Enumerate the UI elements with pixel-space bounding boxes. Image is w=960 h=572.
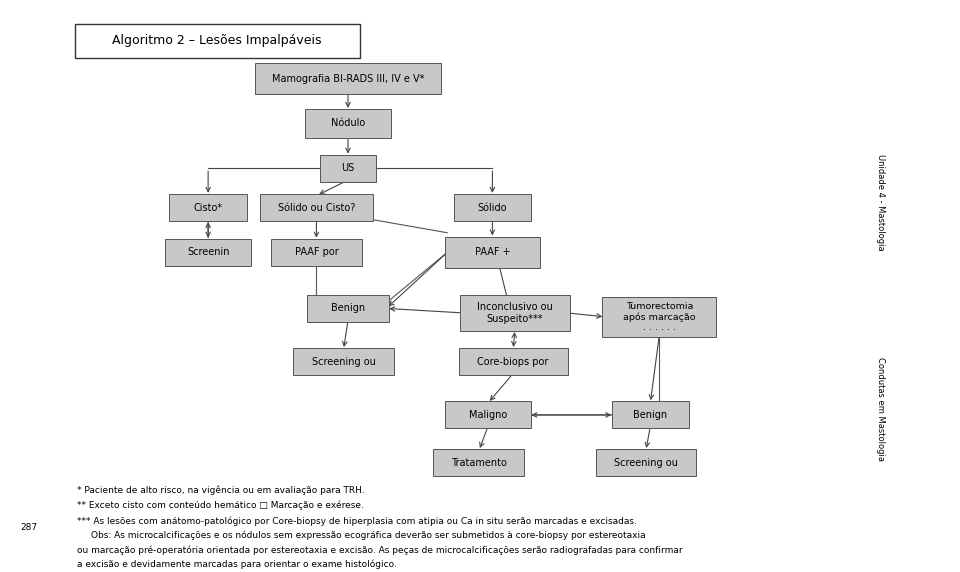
Text: *** As lesões com anátomo-patológico por Core-biopsy de hiperplasia com atipia o: *** As lesões com anátomo-patológico por… [77, 517, 637, 526]
FancyBboxPatch shape [259, 194, 373, 221]
Text: Obs: As microcalcificações e os nódulos sem expressão ecográfica deverão ser sub: Obs: As microcalcificações e os nódulos … [91, 531, 645, 541]
Text: Benign: Benign [331, 303, 365, 313]
FancyBboxPatch shape [444, 402, 531, 428]
Text: Nódulo: Nódulo [331, 118, 365, 129]
FancyBboxPatch shape [461, 295, 569, 331]
Text: Unidade 4 - Mastologia: Unidade 4 - Mastologia [876, 154, 885, 250]
FancyBboxPatch shape [165, 239, 252, 266]
Text: a excisão e devidamente marcadas para orientar o exame histológico.: a excisão e devidamente marcadas para or… [77, 559, 397, 569]
FancyBboxPatch shape [307, 295, 389, 322]
Text: ou marcação pré-operatória orientada por estereotaxia e excisão. As peças de mic: ou marcação pré-operatória orientada por… [77, 546, 683, 555]
FancyBboxPatch shape [304, 109, 392, 138]
FancyBboxPatch shape [612, 402, 689, 428]
Text: Screening ou: Screening ou [312, 357, 375, 367]
Text: Inconclusivo ou
Suspeito***: Inconclusivo ou Suspeito*** [477, 302, 553, 324]
Text: Screening ou: Screening ou [613, 458, 678, 467]
Text: US: US [342, 163, 354, 173]
FancyBboxPatch shape [255, 63, 441, 94]
Text: Tumorectomia
após marcação
. . . . . .: Tumorectomia após marcação . . . . . . [623, 301, 696, 332]
FancyBboxPatch shape [444, 237, 540, 268]
Text: Core-biops por: Core-biops por [477, 357, 549, 367]
FancyBboxPatch shape [321, 155, 375, 182]
FancyBboxPatch shape [459, 348, 567, 375]
Text: Screenin: Screenin [187, 247, 229, 257]
FancyBboxPatch shape [271, 239, 362, 266]
Text: PAAF +: PAAF + [474, 247, 510, 257]
Text: ** Exceto cisto com conteúdo hemático □ Marcação e exérese.: ** Exceto cisto com conteúdo hemático □ … [77, 500, 364, 510]
Text: PAAF por: PAAF por [295, 247, 338, 257]
Text: Sólido: Sólido [478, 202, 507, 213]
FancyBboxPatch shape [75, 23, 360, 58]
FancyBboxPatch shape [169, 194, 247, 221]
Text: 287: 287 [20, 523, 37, 531]
FancyBboxPatch shape [294, 348, 394, 375]
Text: Mamografia BI-RADS III, IV e V*: Mamografia BI-RADS III, IV e V* [272, 74, 424, 84]
Text: * Paciente de alto risco, na vigência ou em avaliação para TRH.: * Paciente de alto risco, na vigência ou… [77, 485, 365, 495]
FancyBboxPatch shape [433, 449, 524, 476]
FancyBboxPatch shape [453, 194, 531, 221]
Text: Tratamento: Tratamento [451, 458, 507, 467]
Text: Cisto*: Cisto* [194, 202, 223, 213]
Text: Benign: Benign [634, 410, 667, 420]
FancyBboxPatch shape [603, 297, 716, 337]
Text: Sólido ou Cisto?: Sólido ou Cisto? [277, 202, 355, 213]
FancyBboxPatch shape [596, 449, 696, 476]
Text: Algoritmo 2 – Lesões Impalpáveis: Algoritmo 2 – Lesões Impalpáveis [112, 34, 322, 47]
Text: Maligno: Maligno [468, 410, 507, 420]
Text: Condutas em Mastologia: Condutas em Mastologia [876, 358, 885, 462]
